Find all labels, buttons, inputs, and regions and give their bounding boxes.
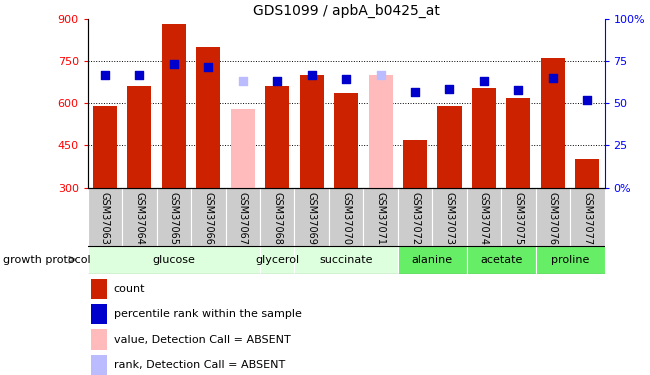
Point bbox=[514, 87, 524, 93]
Bar bbox=[398, 246, 467, 274]
Text: GSM37077: GSM37077 bbox=[582, 192, 592, 245]
Text: GSM37069: GSM37069 bbox=[307, 192, 317, 245]
Point bbox=[100, 72, 110, 78]
Bar bbox=[369, 75, 393, 188]
Text: GSM37071: GSM37071 bbox=[376, 192, 385, 245]
Bar bbox=[127, 86, 151, 188]
Bar bbox=[501, 188, 536, 246]
Text: acetate: acetate bbox=[480, 255, 523, 265]
Text: alanine: alanine bbox=[411, 255, 453, 265]
Bar bbox=[191, 188, 226, 246]
Bar bbox=[265, 86, 289, 188]
Text: GSM37072: GSM37072 bbox=[410, 192, 420, 245]
Bar bbox=[157, 188, 191, 246]
Text: value, Detection Call = ABSENT: value, Detection Call = ABSENT bbox=[114, 334, 291, 345]
Text: count: count bbox=[114, 284, 145, 294]
Text: growth protocol: growth protocol bbox=[3, 255, 91, 265]
Text: rank, Detection Call = ABSENT: rank, Detection Call = ABSENT bbox=[114, 360, 285, 370]
Bar bbox=[93, 106, 117, 188]
Bar bbox=[363, 188, 398, 246]
Bar bbox=[403, 140, 427, 188]
Text: percentile rank within the sample: percentile rank within the sample bbox=[114, 309, 302, 319]
Point bbox=[341, 76, 351, 82]
Bar bbox=[300, 75, 324, 188]
Bar bbox=[506, 98, 530, 188]
Bar bbox=[467, 188, 501, 246]
Point bbox=[376, 72, 386, 78]
Bar bbox=[260, 246, 294, 274]
Bar bbox=[260, 188, 294, 246]
Bar bbox=[91, 304, 107, 324]
Text: proline: proline bbox=[551, 255, 590, 265]
Bar bbox=[88, 246, 260, 274]
Point bbox=[410, 89, 420, 95]
Bar bbox=[467, 246, 536, 274]
Text: GSM37076: GSM37076 bbox=[548, 192, 558, 245]
Text: GSM37063: GSM37063 bbox=[100, 192, 110, 245]
Text: GSM37074: GSM37074 bbox=[479, 192, 489, 245]
Bar bbox=[231, 109, 255, 188]
Point bbox=[238, 78, 248, 84]
Bar bbox=[541, 58, 565, 188]
Text: glucose: glucose bbox=[153, 255, 195, 265]
Point bbox=[272, 78, 283, 84]
Text: GSM37066: GSM37066 bbox=[203, 192, 213, 245]
Bar bbox=[122, 188, 157, 246]
Text: GSM37065: GSM37065 bbox=[169, 192, 179, 245]
Bar bbox=[334, 93, 358, 188]
Bar bbox=[432, 188, 467, 246]
Bar bbox=[294, 188, 329, 246]
Point bbox=[445, 86, 455, 92]
Bar bbox=[472, 88, 496, 188]
Text: GSM37064: GSM37064 bbox=[135, 192, 144, 245]
Text: glycerol: glycerol bbox=[255, 255, 299, 265]
Text: GSM37068: GSM37068 bbox=[272, 192, 282, 245]
Bar bbox=[570, 188, 604, 246]
Text: GSM37075: GSM37075 bbox=[514, 192, 523, 245]
Title: GDS1099 / apbA_b0425_at: GDS1099 / apbA_b0425_at bbox=[253, 4, 439, 18]
Text: GSM37067: GSM37067 bbox=[238, 192, 248, 245]
Bar bbox=[536, 188, 570, 246]
Bar bbox=[294, 246, 398, 274]
Text: GSM37073: GSM37073 bbox=[445, 192, 454, 245]
Point bbox=[478, 78, 489, 84]
Text: GSM37070: GSM37070 bbox=[341, 192, 351, 245]
Bar bbox=[536, 246, 605, 274]
Point bbox=[582, 98, 593, 104]
Bar bbox=[91, 330, 107, 350]
Bar bbox=[91, 279, 107, 299]
Point bbox=[547, 75, 558, 81]
Bar bbox=[437, 106, 462, 188]
Bar bbox=[329, 188, 363, 246]
Point bbox=[135, 72, 145, 78]
Point bbox=[307, 72, 317, 78]
Bar bbox=[575, 159, 599, 188]
Bar bbox=[91, 355, 107, 375]
Bar bbox=[162, 24, 186, 188]
Text: succinate: succinate bbox=[319, 255, 373, 265]
Bar bbox=[88, 188, 122, 246]
Bar bbox=[226, 188, 260, 246]
Bar bbox=[196, 47, 220, 188]
Bar bbox=[398, 188, 432, 246]
Point bbox=[203, 63, 213, 70]
Point bbox=[169, 61, 179, 67]
